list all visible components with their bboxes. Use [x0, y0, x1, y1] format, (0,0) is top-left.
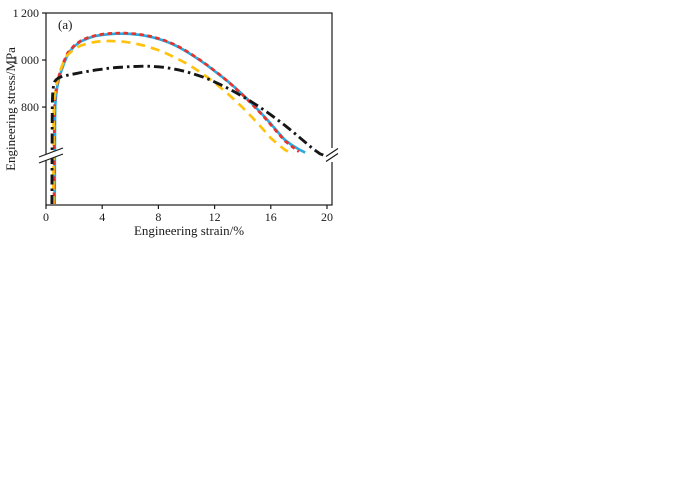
series-QT-2-curve — [51, 39, 294, 204]
axis-break-mark — [38, 147, 64, 158]
axis-break-mark — [325, 148, 339, 157]
panel-c — [0, 250, 692, 500]
panel-b — [338, 0, 692, 250]
curves-group — [50, 31, 326, 204]
panel-c-chart — [0, 250, 692, 500]
series-QT-1-curve — [52, 31, 300, 204]
x-tick-label: 12 — [209, 210, 221, 224]
x-axis-title: Engineering strain/% — [134, 223, 244, 238]
panel-a-chart: 0 4 8 12 16 20 800 1 000 1 200 Engineering strain… — [3, 6, 339, 238]
y-tick-label: 800 — [21, 100, 39, 114]
plot-frame — [45, 12, 333, 206]
axis-break-mark — [38, 153, 64, 164]
x-tick-label: 8 — [155, 210, 161, 224]
x-tick-label: 0 — [43, 210, 49, 224]
y-tick-label: 1 000 — [13, 53, 39, 67]
panel-a: 0 4 8 12 16 20 800 1 000 1 200 Engineering strain… — [0, 0, 346, 250]
panel-b-chart — [338, 0, 692, 250]
axis-break-gap — [39, 148, 63, 163]
panel-letter: (a) — [58, 17, 72, 32]
axis-break-mark — [325, 153, 339, 162]
y-axis-title: Engineering stress/MPa — [3, 47, 18, 171]
y-tick-label: 1 200 — [13, 6, 39, 20]
x-tick-label: 20 — [321, 210, 333, 224]
axis-break-gap — [326, 148, 338, 162]
x-tick-label: 16 — [265, 210, 277, 224]
x-tick-label: 4 — [99, 210, 105, 224]
series-QT550-curve — [50, 64, 326, 204]
